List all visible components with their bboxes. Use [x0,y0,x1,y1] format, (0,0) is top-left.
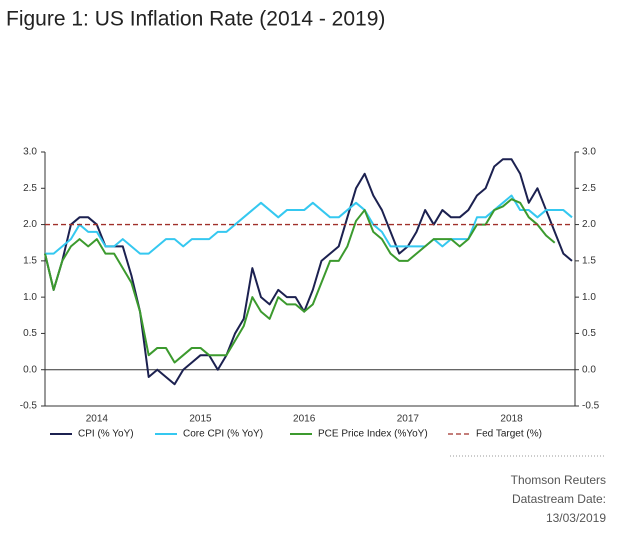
x-tick-label: 2014 [86,414,109,425]
y2-tick-label: 1.5 [582,255,596,266]
y-tick-label: 2.0 [23,219,37,230]
chart-title: Figure 1: US Inflation Rate (2014 - 2019… [6,8,385,31]
y-tick-label: -0.5 [20,401,38,412]
y2-tick-label: -0.5 [582,401,600,412]
y2-tick-label: 0.5 [582,328,596,339]
legend-label: CPI (% YoY) [78,429,134,440]
y-tick-label: 0.5 [23,328,37,339]
source: Thomson Reuters [511,473,606,487]
y-tick-label: 3.0 [23,147,37,158]
y-tick-label: 1.5 [23,255,37,266]
legend-label: Fed Target (%) [476,429,542,440]
source: Datastream Date: [512,492,606,506]
x-tick-label: 2016 [293,414,316,425]
y2-tick-label: 2.0 [582,219,596,230]
y-tick-label: 1.0 [23,292,37,303]
series-line [44,198,556,364]
y-tick-label: 2.5 [23,183,37,194]
series-line [45,194,573,255]
y2-tick-label: 0.0 [582,364,596,375]
x-tick-label: 2015 [189,414,212,425]
series-line [44,158,573,386]
y-tick-label: 0.0 [23,364,37,375]
source: 13/03/2019 [546,511,606,525]
legend-label: PCE Price Index (%YoY) [318,429,428,440]
y2-tick-label: 2.5 [582,183,596,194]
x-tick-label: 2018 [500,414,523,425]
y2-tick-label: 3.0 [582,147,596,158]
x-tick-label: 2017 [397,414,420,425]
y2-tick-label: 1.0 [582,292,596,303]
legend-label: Core CPI (% YoY) [183,429,263,440]
